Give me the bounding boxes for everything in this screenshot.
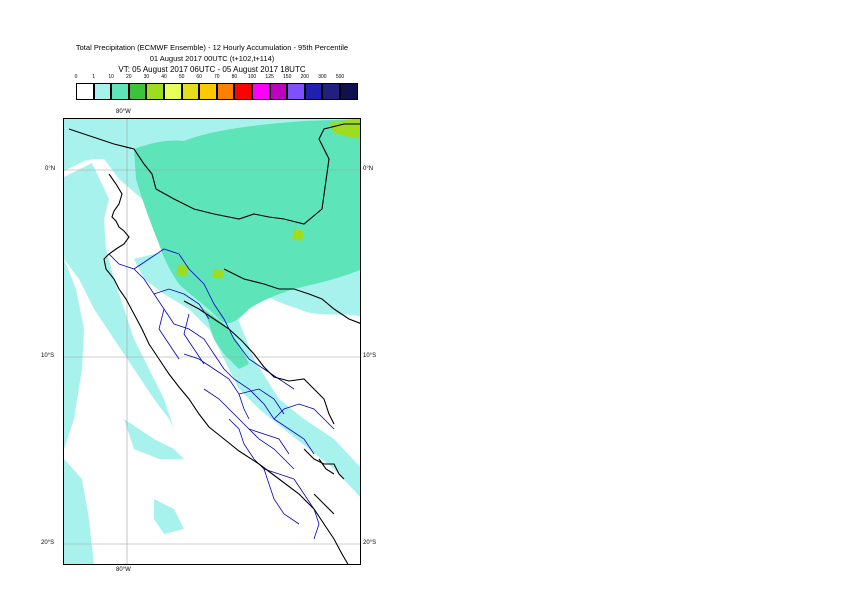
base-time-label: 01 August 2017 00UTC (t+102,t+114) — [149, 54, 275, 63]
admin-border — [153, 288, 210, 320]
legend-tick-label: 0 — [74, 74, 78, 80]
precip-area-light — [64, 259, 84, 449]
coastline — [303, 448, 345, 480]
legend-tick-label: 200 — [300, 74, 309, 80]
lon-label-bottom: 80°W — [116, 567, 131, 573]
coastline — [183, 300, 335, 425]
color-legend: 0 1 10 20 30 40 50 60 70 80 100 125 150 200 300 500 — [68, 74, 358, 106]
legend-tick-label: 50 — [178, 74, 185, 80]
precipitation-map — [64, 119, 360, 564]
legend-swatch — [181, 83, 200, 100]
ocean-precip-layer — [64, 119, 360, 564]
legend-swatch — [146, 83, 164, 100]
precip-area-heavy — [212, 269, 224, 279]
admin-border — [183, 353, 250, 420]
lat-label-10-right: 10°S — [363, 353, 377, 359]
admin-border — [133, 248, 295, 390]
map-title-block: Total Precipitation (ECMWF Ensemble) - 1… — [0, 42, 424, 75]
valid-time-label: VT: 05 August 2017 06UTC - 05 August 201… — [118, 65, 306, 74]
legend-swatch — [111, 83, 129, 100]
legend-swatch — [322, 83, 340, 100]
lat-label-0-left: 0°N — [45, 166, 56, 172]
legend-tick-label: 150 — [283, 74, 292, 80]
legend-swatch — [340, 83, 358, 100]
coastline — [223, 268, 360, 324]
lat-label-20-right: 20°S — [363, 540, 377, 546]
admin-border — [173, 323, 315, 455]
legend-swatch — [304, 83, 323, 100]
admin-border — [238, 388, 285, 415]
legend-swatch — [252, 83, 270, 100]
map-title: Total Precipitation (ECMWF Ensemble) - 1… — [75, 43, 349, 52]
legend-swatch — [287, 83, 305, 100]
admin-border — [273, 403, 335, 430]
coastline — [318, 458, 335, 475]
lat-label-10-left: 10°S — [41, 353, 55, 359]
legend-swatch — [234, 83, 252, 100]
admin-border — [158, 308, 180, 360]
legend-tick-label: 20 — [126, 74, 132, 80]
legend-tick-label: 40 — [161, 74, 167, 80]
admin-border — [228, 418, 295, 480]
legend-swatch — [269, 83, 288, 100]
legend-swatch — [76, 83, 94, 100]
precip-area-heavy — [176, 264, 189, 277]
graticule-layer — [64, 119, 360, 564]
precip-area-moderate — [169, 219, 229, 304]
legend-swatch — [199, 83, 217, 100]
legend-tick-label: 80 — [231, 74, 238, 80]
legend-swatch — [128, 83, 147, 100]
legend-swatch — [216, 83, 235, 100]
admin-border — [293, 478, 320, 540]
legend-tick-label: 100 — [247, 74, 257, 80]
precip-area-light — [64, 163, 174, 429]
legend-tick-label: 30 — [143, 74, 150, 80]
lat-label-20-left: 20°S — [41, 540, 55, 546]
precip-area-heavy — [292, 229, 304, 241]
coastline-layer — [68, 123, 360, 564]
legend-tick-label: 60 — [196, 74, 202, 80]
admin-borders-layer — [108, 248, 335, 540]
coastline — [103, 173, 349, 564]
lat-label-0-right: 0°N — [363, 166, 374, 172]
legend-tick-label: 125 — [265, 74, 274, 80]
legend-tick-label: 1 — [92, 74, 95, 80]
precip-area-light — [64, 459, 94, 564]
legend-swatch — [93, 83, 112, 100]
precip-area-moderate — [204, 309, 249, 369]
admin-border — [183, 313, 205, 365]
lon-label-top-outside: 80°W — [116, 109, 131, 115]
legend-tick-label: 300 — [318, 74, 327, 80]
coastline — [313, 493, 335, 515]
legend-swatch — [164, 83, 182, 100]
legend-tick-label: 70 — [214, 74, 220, 80]
map-frame: 80°W — [63, 118, 361, 565]
precip-area-light — [154, 499, 184, 534]
admin-border — [248, 428, 290, 455]
precip-area-light — [134, 249, 360, 497]
coastline — [68, 123, 360, 225]
legend-tick-label: 10 — [108, 74, 114, 80]
legend-tick-label: 500 — [335, 74, 345, 80]
admin-border — [263, 468, 300, 525]
precip-area-light — [124, 419, 184, 459]
